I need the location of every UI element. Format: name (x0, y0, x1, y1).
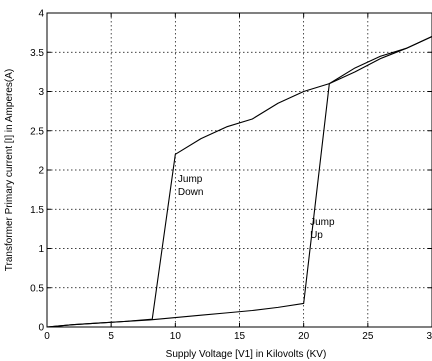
y-tick-label: 1.5 (30, 205, 44, 216)
x-axis-label: Supply Voltage [V1] in Kilovolts (KV) (166, 349, 327, 360)
y-tick-label: 3.5 (30, 48, 44, 59)
annotation-line: Jump (178, 174, 203, 185)
annotation-jump-down: Jump Down (178, 174, 204, 198)
annotation-line: Down (178, 187, 204, 198)
y-tick-label: 1 (38, 244, 44, 255)
x-tick-label: 5 (108, 331, 114, 342)
annotation-line: Up (310, 230, 323, 241)
annotation-jump-up: Jump Up (310, 217, 335, 241)
x-tick-label: 20 (298, 331, 310, 342)
y-tick-label: 0.5 (30, 283, 44, 294)
x-tick-label: 15 (234, 331, 246, 342)
y-tick-label: 2 (38, 166, 44, 177)
x-tick-label: 0 (44, 331, 50, 342)
annotation-line: Jump (310, 217, 335, 228)
grid (47, 13, 432, 327)
x-tick-label: 3 (426, 331, 432, 342)
y-tick-label: 0 (38, 323, 44, 334)
x-tick-label: 25 (362, 331, 374, 342)
x-tick-label: 10 (170, 331, 182, 342)
y-tick-label: 4 (38, 9, 44, 20)
axes (46, 12, 432, 328)
y-axis-label: Transformer Primary current [I] in Amper… (4, 69, 15, 271)
y-tick-label: 2.5 (30, 126, 44, 137)
annotations: Jump Down Jump Up (178, 174, 335, 241)
tick-labels: 0 5 10 15 20 25 300.511.522.533.54 (30, 9, 432, 343)
y-tick-label: 3 (38, 87, 44, 98)
series-line-2 (46, 36, 432, 328)
